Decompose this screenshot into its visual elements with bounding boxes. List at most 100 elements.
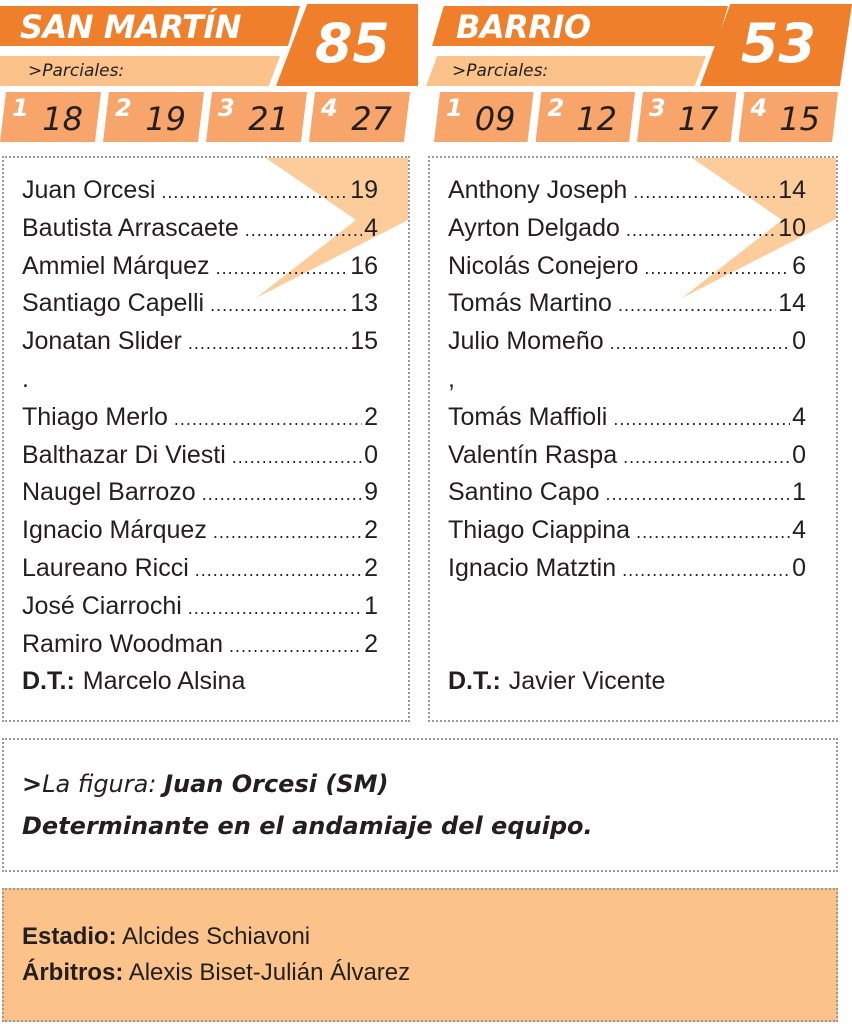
player-row: Thiago Ciappina 4 <box>448 512 806 550</box>
player-row: Tomás Martino 14 <box>448 285 806 323</box>
player-row: Ramiro Woodman 2 <box>22 626 378 664</box>
away-quarter: 1 09 <box>434 92 534 142</box>
player-row: Bautista Arrascaete 4 <box>22 210 378 248</box>
home-score-box: 85 <box>276 4 418 86</box>
player-name: Santino Capo <box>448 478 600 507</box>
away-player-list: Anthony Joseph14 Ayrton Delgado10 Nicolá… <box>448 172 806 701</box>
player-row: Nicolás Conejero 6 <box>448 248 806 286</box>
quarter-number: 1 <box>12 94 29 122</box>
player-points: 2 <box>364 516 378 545</box>
player-row: Laureano Ricci 2 <box>22 550 378 588</box>
chevron-decoration-icon <box>682 158 836 298</box>
leader-dots <box>633 174 776 212</box>
home-player-list: Juan Orcesi19 Bautista Arrascaete4 Ammie… <box>22 172 378 701</box>
player-row: Ignacio Márquez 2 <box>22 512 378 550</box>
chevron-decoration-icon <box>256 158 408 298</box>
figura-player: Juan Orcesi (SM) <box>164 770 389 798</box>
quarter-score: 21 <box>248 100 289 138</box>
player-name: Ayrton Delgado <box>448 213 620 242</box>
quarter-score: 27 <box>351 100 392 138</box>
leader-dots <box>213 514 362 552</box>
player-points: 0 <box>792 440 806 469</box>
home-team-header: SAN MARTÍN 85 >Parciales: 1 18 2 19 3 21… <box>0 0 426 145</box>
stadium-name: Alcides Schiavoni <box>122 923 311 950</box>
player-name: Anthony Joseph <box>448 176 628 204</box>
away-name-bar: BARRIO ALEGRE <box>432 6 728 46</box>
player-points: 0 <box>792 553 806 582</box>
home-quarter: 3 21 <box>206 92 307 142</box>
player-row: Naugel Barrozo 9 <box>22 474 378 512</box>
home-parciales-label: >Parciales: <box>28 61 125 81</box>
player-row: Thiago Merlo 2 <box>22 399 378 437</box>
away-quarter: 4 15 <box>738 92 838 142</box>
player-row: Tomás Maffioli 4 <box>448 399 806 437</box>
leader-dots <box>610 325 790 363</box>
player-points: 1 <box>792 478 806 507</box>
leader-dots <box>613 401 790 439</box>
away-parciales-label: >Parciales: <box>452 61 549 81</box>
player-points: 2 <box>364 402 378 431</box>
coach-label: D.T.: <box>22 667 75 696</box>
leader-dots <box>188 325 348 363</box>
leader-dots <box>202 476 362 514</box>
player-name: Ignacio Matztin <box>448 553 617 582</box>
player-name: Ignacio Márquez <box>22 516 207 545</box>
home-quarters: 1 18 2 19 3 21 4 27 <box>0 92 412 142</box>
player-name: José Ciarrochi <box>22 591 182 620</box>
bench-separator: . <box>22 364 29 393</box>
home-score: 85 <box>314 12 390 75</box>
away-team-name: BARRIO ALEGRE <box>456 8 593 46</box>
player-row: Santino Capo 1 <box>448 474 806 512</box>
quarter-number: 2 <box>547 94 565 122</box>
arrow-icon: > <box>22 770 43 798</box>
player-row: Julio Momeño 0 <box>448 323 806 361</box>
leader-dots <box>622 552 790 590</box>
leader-dots <box>232 439 362 477</box>
player-row: Ignacio Matztin 0 <box>448 550 806 588</box>
leader-dots <box>623 439 790 477</box>
player-points: 15 <box>350 327 378 356</box>
leader-dots <box>606 476 791 514</box>
venue-box: Estadio: Alcides Schiavoni Árbitros: Ale… <box>2 888 838 1022</box>
referees-line: Árbitros: Alexis Biset-Julián Álvarez <box>22 958 410 988</box>
leader-dots <box>161 174 348 212</box>
player-name: Thiago Ciappina <box>448 516 631 545</box>
player-name: Valentín Raspa <box>448 440 618 469</box>
player-row: Jonatan Slider 15 <box>22 323 378 361</box>
referees-names: Alexis Biset-Julián Álvarez <box>128 959 411 986</box>
player-row: Juan Orcesi 19 <box>22 172 378 210</box>
leader-dots <box>229 628 362 666</box>
player-points: 4 <box>364 213 378 242</box>
stadium-label: Estadio: <box>22 923 117 950</box>
quarter-number: 1 <box>446 94 463 122</box>
figura-label: La figura: <box>42 770 165 798</box>
quarter-score: 09 <box>474 100 516 138</box>
coach-name: Marcelo Alsina <box>82 667 246 696</box>
away-coach: D.T.: Javier Vicente <box>448 663 806 701</box>
leader-dots <box>636 514 790 552</box>
quarter-number: 2 <box>115 94 132 122</box>
player-points: 10 <box>778 213 806 242</box>
player-name: Thiago Merlo <box>22 402 168 431</box>
away-parciales-bar: >Parciales: <box>426 56 706 86</box>
player-name: Santiago Capelli <box>22 289 205 318</box>
player-row: Valentín Raspa 0 <box>448 437 806 475</box>
player-points: 1 <box>364 591 378 620</box>
home-team-name: SAN MARTÍN <box>20 8 242 46</box>
player-name: Bautista Arrascaete <box>22 213 239 242</box>
empty-row <box>448 588 806 626</box>
player-row: Balthazar Di Viesti 0 <box>22 437 378 475</box>
bench-separator: , <box>448 364 455 393</box>
player-points: 16 <box>350 251 378 280</box>
player-row: Ayrton Delgado 10 <box>448 210 806 248</box>
home-quarter: 2 19 <box>103 92 204 142</box>
referees-label: Árbitros: <box>22 959 124 986</box>
player-points: 2 <box>364 629 378 658</box>
player-row: Santiago Capelli 13 <box>22 285 378 323</box>
away-quarter: 3 17 <box>637 92 737 142</box>
away-roster: Anthony Joseph14 Ayrton Delgado10 Nicolá… <box>428 156 838 722</box>
quarter-number: 3 <box>218 94 235 122</box>
figura-box: >La figura: Juan Orcesi (SM) Determinant… <box>2 738 838 872</box>
home-quarter: 1 18 <box>0 92 101 142</box>
player-name: Nicolás Conejero <box>448 251 639 280</box>
